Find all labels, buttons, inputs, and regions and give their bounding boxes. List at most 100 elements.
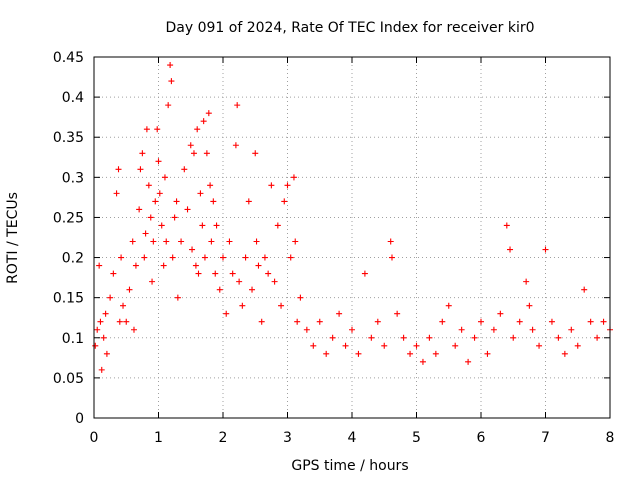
data-point <box>587 318 594 325</box>
data-point <box>107 294 114 301</box>
data-point <box>310 342 317 349</box>
data-point <box>261 254 268 261</box>
y-tick-label: 0.25 <box>53 210 84 226</box>
data-point <box>242 254 249 261</box>
data-point <box>294 318 301 325</box>
data-point <box>600 318 607 325</box>
data-point <box>252 150 259 157</box>
data-point <box>507 246 514 253</box>
x-axis-label: GPS time / hours <box>291 458 408 474</box>
data-point <box>165 102 172 109</box>
data-point <box>155 158 162 165</box>
data-point <box>303 326 310 333</box>
data-point <box>156 190 163 197</box>
y-tick-label: 0.35 <box>53 130 84 146</box>
data-point <box>210 198 217 205</box>
data-point <box>271 278 278 285</box>
data-point <box>129 238 136 245</box>
data-point <box>171 214 178 221</box>
data-point <box>529 326 536 333</box>
y-tick-label: 0.4 <box>62 90 84 106</box>
y-tick-label: 0.3 <box>62 170 84 186</box>
data-point <box>388 254 395 261</box>
data-point <box>160 262 167 269</box>
data-point <box>542 246 549 253</box>
data-point <box>381 342 388 349</box>
data-point <box>161 174 168 181</box>
data-point <box>555 334 562 341</box>
data-point <box>419 358 426 365</box>
data-point <box>205 110 212 117</box>
y-tick-label: 0.2 <box>62 251 84 267</box>
data-point <box>190 150 197 157</box>
data-point <box>445 302 452 309</box>
data-point <box>220 254 226 261</box>
data-point <box>426 334 433 341</box>
data-point <box>349 326 355 333</box>
data-point <box>200 118 207 125</box>
data-point <box>154 126 161 133</box>
data-point <box>142 230 149 237</box>
data-point <box>174 294 181 301</box>
chart-title: Day 091 of 2024, Rate Of TEC Index for r… <box>165 20 534 36</box>
data-point <box>336 310 343 317</box>
y-tick-label: 0.05 <box>53 371 84 387</box>
x-tick-label: 3 <box>283 430 292 446</box>
data-point <box>132 262 139 269</box>
data-point <box>503 222 510 229</box>
data-point <box>413 342 420 349</box>
data-point <box>100 334 107 341</box>
data-point <box>458 326 465 333</box>
data-point <box>278 302 285 309</box>
data-point <box>368 334 375 341</box>
data-point <box>139 150 146 157</box>
data-point <box>197 190 204 197</box>
data-point <box>287 254 294 261</box>
data-point <box>253 238 260 245</box>
data-point <box>490 326 497 333</box>
data-point <box>387 238 394 245</box>
data-point <box>284 182 291 189</box>
data-point <box>98 366 105 373</box>
data-point <box>96 262 103 269</box>
data-point <box>226 238 233 245</box>
data-point <box>113 190 120 197</box>
data-point <box>581 286 588 293</box>
data-point <box>568 326 575 333</box>
data-point <box>229 270 236 277</box>
data-point <box>199 222 206 229</box>
data-point <box>249 286 256 293</box>
data-point <box>194 126 201 133</box>
x-tick-label: 0 <box>90 430 99 446</box>
data-point <box>123 318 130 325</box>
y-tick-label: 0.15 <box>53 291 84 307</box>
data-point <box>94 326 101 333</box>
data-point <box>110 270 117 277</box>
data-point <box>268 182 275 189</box>
data-point <box>103 350 110 357</box>
data-point <box>478 318 484 325</box>
data-point <box>497 310 504 317</box>
data-point <box>342 342 349 349</box>
y-tick-label: 0 <box>75 411 84 427</box>
x-tick-label: 4 <box>348 430 357 446</box>
data-point <box>152 198 159 205</box>
y-axis-label: ROTI / TECUs <box>5 192 21 284</box>
data-point <box>169 254 176 261</box>
data-point <box>178 238 185 245</box>
data-point <box>212 270 219 277</box>
data-point <box>594 334 601 341</box>
data-point <box>181 166 188 173</box>
data-point <box>245 198 252 205</box>
data-point <box>195 270 202 277</box>
x-tick-label: 1 <box>154 430 163 446</box>
data-point <box>116 318 123 325</box>
data-point <box>97 318 104 325</box>
data-points <box>92 62 613 373</box>
data-point <box>167 62 174 69</box>
x-tick-label: 2 <box>219 430 228 446</box>
data-point <box>274 222 281 229</box>
data-point <box>471 334 478 341</box>
data-point <box>168 78 175 85</box>
x-tick-label: 6 <box>477 430 486 446</box>
